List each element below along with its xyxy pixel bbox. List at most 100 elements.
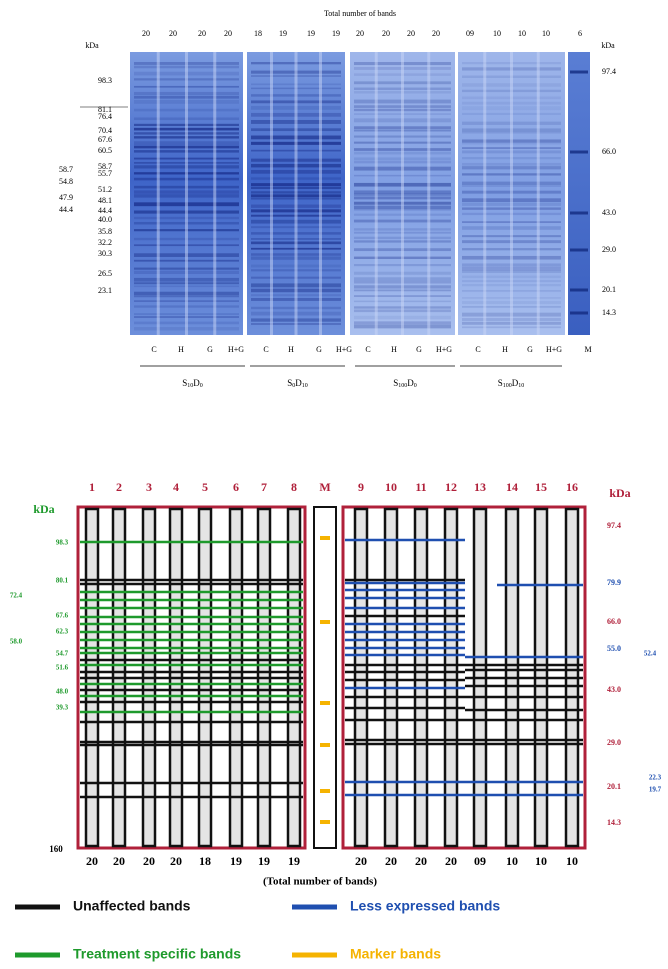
lane-label: H+G xyxy=(436,345,452,354)
mw-label: 14.3 xyxy=(602,308,616,317)
lane-number: 4 xyxy=(173,480,179,494)
lane-gap xyxy=(213,52,216,335)
counts-caption: (Total number of bands) xyxy=(263,876,377,888)
marker-band xyxy=(570,151,588,154)
band-count: 19 xyxy=(307,29,315,38)
top-title: Total number of bands xyxy=(324,9,396,18)
band-count: 20 xyxy=(445,854,457,868)
mw-label: 98.3 xyxy=(56,539,69,547)
band-count: 09 xyxy=(466,29,474,38)
mw-label: 58.7 xyxy=(59,165,73,174)
group-label: S100D0 xyxy=(393,378,417,389)
mw-label: 55.7 xyxy=(98,169,112,178)
marker-band xyxy=(320,620,330,624)
kda-right: kDa xyxy=(609,486,630,500)
mw-label: 47.9 xyxy=(59,193,73,202)
lane-number: 3 xyxy=(146,480,152,494)
band-count: 10 xyxy=(506,854,518,868)
band-count: 19 xyxy=(332,29,340,38)
group-label-part: 0 xyxy=(200,383,203,389)
lane-gap xyxy=(427,52,430,335)
lane-label: C xyxy=(151,345,156,354)
lane-number: M xyxy=(319,480,330,494)
mw-label: 67.6 xyxy=(98,135,112,144)
lane-label: C xyxy=(365,345,370,354)
group-label-part: 0 xyxy=(414,383,417,389)
kda-left: kDa xyxy=(85,41,99,50)
band-count: 6 xyxy=(578,29,582,38)
band-count: 20 xyxy=(86,854,98,868)
marker-band xyxy=(320,743,330,747)
lane-gap xyxy=(319,52,322,335)
group-label-part: 100 xyxy=(398,383,407,389)
mw-label: 43.0 xyxy=(602,208,616,217)
band-count: 20 xyxy=(382,29,390,38)
mw-label: 20.1 xyxy=(602,285,616,294)
lane-label: G xyxy=(527,345,533,354)
band-count: 20 xyxy=(385,854,397,868)
lane-number: 15 xyxy=(535,480,547,494)
band-count: 20 xyxy=(356,29,364,38)
lane-gap xyxy=(295,52,298,335)
band-count: 19 xyxy=(230,854,242,868)
band-count: 20 xyxy=(113,854,125,868)
mw-label: 54.8 xyxy=(59,177,73,186)
marker-band xyxy=(320,701,330,705)
mw-label: 32.2 xyxy=(98,238,112,247)
band-count: 20 xyxy=(224,29,232,38)
mw-label: 43.0 xyxy=(607,685,621,694)
mw-label: 72.4 xyxy=(10,592,23,600)
lane-gap xyxy=(157,52,160,335)
lane-number: 11 xyxy=(415,480,426,494)
group-label-part: 100 xyxy=(503,383,512,389)
band-count: 20 xyxy=(198,29,206,38)
marker-band xyxy=(570,249,588,252)
lane-number: 10 xyxy=(385,480,397,494)
band-count: 19 xyxy=(258,854,270,868)
lane-label: H xyxy=(178,345,184,354)
band-count: 20 xyxy=(143,854,155,868)
mw-label: 97.4 xyxy=(602,67,616,76)
group-label: S0D10 xyxy=(287,378,308,389)
legend-label: Marker bands xyxy=(350,946,441,962)
mw-label: 29.0 xyxy=(607,738,621,747)
lane-label: H xyxy=(502,345,508,354)
lane-label: H xyxy=(391,345,397,354)
mw-label: 26.5 xyxy=(98,269,112,278)
mw-label: 23.1 xyxy=(98,286,112,295)
band-count: 20 xyxy=(142,29,150,38)
mw-label: 97.4 xyxy=(607,521,621,530)
lane-number: 8 xyxy=(291,480,297,494)
lane-number: 7 xyxy=(261,480,267,494)
lane-number: 1 xyxy=(89,480,95,494)
lane-label: H+G xyxy=(546,345,562,354)
band-count: 10 xyxy=(542,29,550,38)
mw-label: 35.8 xyxy=(98,227,112,236)
mw-label: 55.0 xyxy=(607,644,621,653)
lane-label: C xyxy=(263,345,268,354)
mw-label: 66.0 xyxy=(602,147,616,156)
mw-label: 54.7 xyxy=(56,650,69,658)
mw-label: 19.7 xyxy=(649,786,662,794)
mw-label: 60.5 xyxy=(98,146,112,155)
band-count: 20 xyxy=(432,29,440,38)
band-count: 10 xyxy=(518,29,526,38)
lane-label: H+G xyxy=(228,345,244,354)
mw-label: 52.4 xyxy=(644,650,657,658)
mw-label: 40.0 xyxy=(98,215,112,224)
mw-label: 51.2 xyxy=(98,185,112,194)
lane-label: C xyxy=(475,345,480,354)
mw-label: 48.0 xyxy=(56,688,69,696)
band-count: 10 xyxy=(535,854,547,868)
band-count: 10 xyxy=(566,854,578,868)
legend-label: Treatment specific bands xyxy=(73,946,241,962)
lane-number: 13 xyxy=(474,480,486,494)
band-count: 20 xyxy=(407,29,415,38)
lane-gap xyxy=(401,52,404,335)
mw-label: 79.9 xyxy=(607,578,621,587)
lane-number: 5 xyxy=(202,480,208,494)
lane-number: 6 xyxy=(233,480,239,494)
lane-label: H xyxy=(288,345,294,354)
mw-label: 39.3 xyxy=(56,704,69,712)
lane-number: 12 xyxy=(445,480,457,494)
